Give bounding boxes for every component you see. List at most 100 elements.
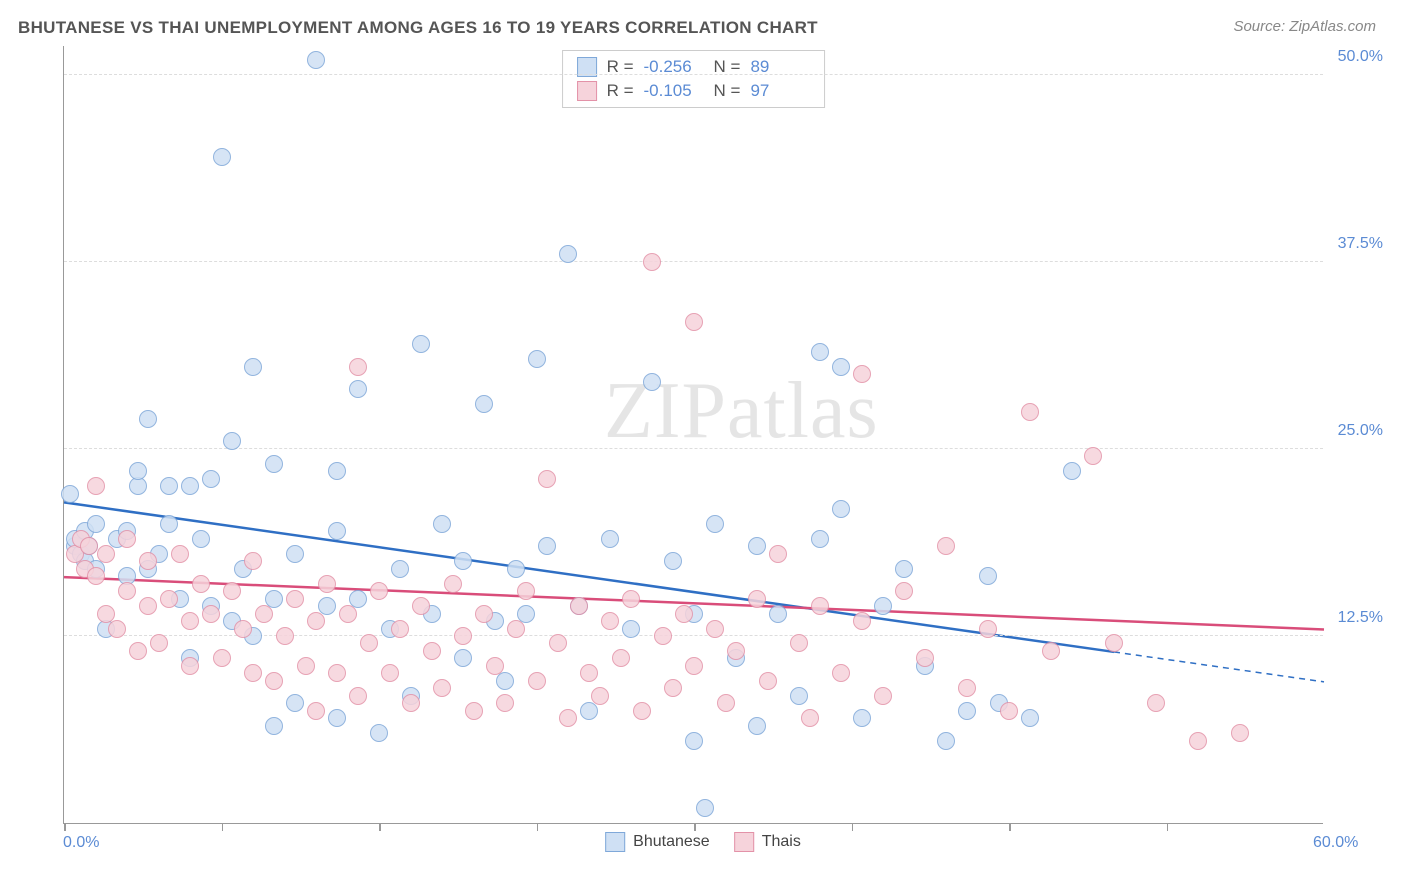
scatter-point [675, 605, 693, 623]
x-tick [64, 823, 66, 831]
scatter-point [1000, 702, 1018, 720]
scatter-point [895, 560, 913, 578]
scatter-point [801, 709, 819, 727]
legend-item-thais: Thais [734, 832, 801, 852]
scatter-point [213, 649, 231, 667]
y-tick-label: 37.5% [1338, 235, 1383, 253]
x-tick [537, 823, 539, 831]
scatter-point [286, 590, 304, 608]
scatter-point [748, 537, 766, 555]
scatter-point [328, 709, 346, 727]
scatter-point [1063, 462, 1081, 480]
scatter-point [307, 51, 325, 69]
scatter-point [349, 380, 367, 398]
scatter-point [517, 582, 535, 600]
scatter-point [286, 694, 304, 712]
scatter-point [454, 552, 472, 570]
scatter-point [391, 560, 409, 578]
scatter-point [192, 530, 210, 548]
legend-label-bhutanese: Bhutanese [633, 833, 710, 851]
scatter-point [381, 664, 399, 682]
scatter-point [654, 627, 672, 645]
scatter-point [496, 694, 514, 712]
scatter-point [685, 657, 703, 675]
x-tick [379, 823, 381, 831]
scatter-point [507, 560, 525, 578]
stats-row-bhutanese: R = -0.256 N = 89 [577, 55, 811, 79]
swatch-thais [577, 81, 597, 101]
scatter-point [895, 582, 913, 600]
scatter-point [759, 672, 777, 690]
scatter-point [591, 687, 609, 705]
scatter-point [979, 620, 997, 638]
scatter-point [559, 709, 577, 727]
scatter-point [454, 627, 472, 645]
scatter-point [727, 642, 745, 660]
scatter-point [223, 582, 241, 600]
scatter-point [811, 530, 829, 548]
scatter-point [958, 702, 976, 720]
scatter-point [402, 694, 420, 712]
scatter-point [769, 545, 787, 563]
x-tick [1009, 823, 1011, 831]
scatter-point [349, 358, 367, 376]
scatter-point [412, 335, 430, 353]
scatter-point [580, 664, 598, 682]
gridline [64, 74, 1323, 75]
scatter-point [181, 612, 199, 630]
scatter-point [370, 724, 388, 742]
scatter-point [612, 649, 630, 667]
n-label: N = [714, 81, 741, 101]
scatter-point [979, 567, 997, 585]
scatter-point [171, 545, 189, 563]
scatter-point [370, 582, 388, 600]
chart-header: BHUTANESE VS THAI UNEMPLOYMENT AMONG AGE… [0, 0, 1406, 38]
scatter-point [475, 605, 493, 623]
scatter-point [549, 634, 567, 652]
scatter-point [391, 620, 409, 638]
scatter-point [790, 687, 808, 705]
scatter-point [1105, 634, 1123, 652]
x-axis-max-label: 60.0% [1313, 834, 1358, 852]
scatter-point [318, 575, 336, 593]
scatter-point [1147, 694, 1165, 712]
scatter-point [538, 470, 556, 488]
scatter-point [129, 462, 147, 480]
scatter-point [486, 657, 504, 675]
scatter-point [181, 477, 199, 495]
scatter-point [423, 642, 441, 660]
scatter-point [118, 530, 136, 548]
scatter-point [286, 545, 304, 563]
scatter-point [244, 358, 262, 376]
legend-item-bhutanese: Bhutanese [605, 832, 710, 852]
scatter-point [328, 664, 346, 682]
scatter-point [202, 470, 220, 488]
scatter-point [213, 148, 231, 166]
scatter-point [87, 515, 105, 533]
scatter-point [139, 597, 157, 615]
r-label: R = [607, 81, 634, 101]
scatter-point [202, 605, 220, 623]
scatter-point [507, 620, 525, 638]
scatter-point [874, 687, 892, 705]
scatter-point [328, 522, 346, 540]
x-tick [222, 823, 224, 831]
scatter-point [328, 462, 346, 480]
scatter-point [580, 702, 598, 720]
stats-legend-box: R = -0.256 N = 89 R = -0.105 N = 97 [562, 50, 826, 108]
scatter-point [528, 350, 546, 368]
scatter-point [307, 702, 325, 720]
scatter-point [685, 732, 703, 750]
scatter-point [832, 664, 850, 682]
scatter-point [433, 679, 451, 697]
scatter-point [538, 537, 556, 555]
scatter-point [265, 717, 283, 735]
scatter-point [465, 702, 483, 720]
scatter-point [937, 537, 955, 555]
scatter-point [244, 664, 262, 682]
scatter-point [129, 642, 147, 660]
source-attribution: Source: ZipAtlas.com [1233, 18, 1376, 35]
scatter-point [1021, 403, 1039, 421]
legend-swatch-thais [734, 832, 754, 852]
scatter-point [769, 605, 787, 623]
